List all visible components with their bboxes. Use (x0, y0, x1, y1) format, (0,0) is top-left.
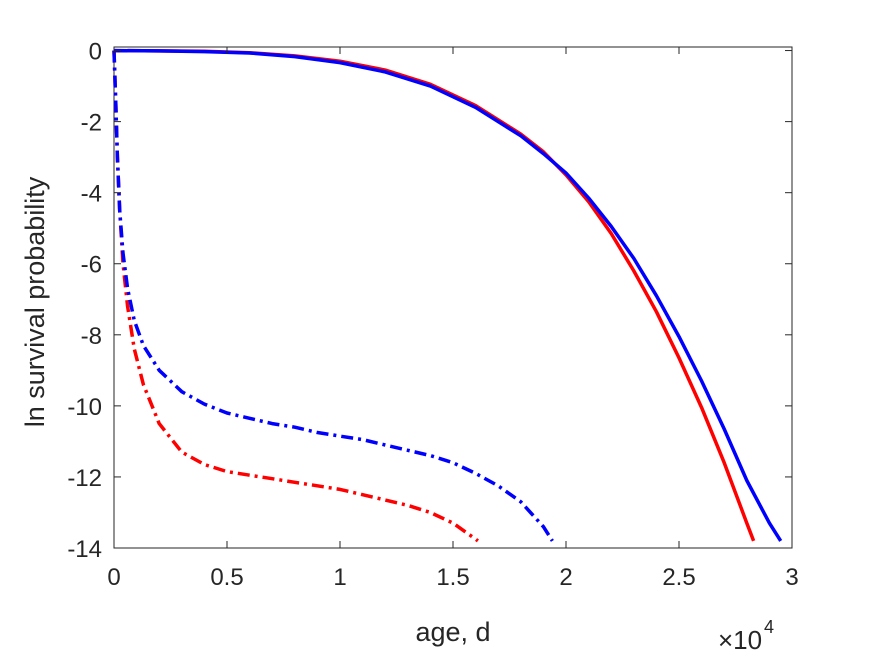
plot-area (113, 46, 793, 549)
y-tick-label: 0 (89, 39, 102, 66)
x-tick-label: 1.5 (436, 564, 469, 591)
tick-layer: 0 0.5 1 1.5 2 2.5 3 0 -2 -4 -6 -8 -10 -12 -14 (67, 39, 798, 591)
x-tick-label: 0.5 (210, 564, 243, 591)
y-tick-label: -12 (67, 465, 102, 492)
x-multiplier-exponent: 4 (764, 617, 774, 637)
y-tick-label: -6 (81, 252, 102, 279)
x-tick-label: 2 (559, 564, 572, 591)
x-tick-label: 2.5 (662, 564, 695, 591)
series-line-2 (113, 48, 783, 542)
y-tick-label: -4 (81, 181, 102, 208)
y-tick-label: -10 (67, 394, 102, 421)
y-tick-label: -2 (81, 110, 102, 137)
x-tick-label: 0 (107, 564, 120, 591)
y-tick-label: -8 (81, 323, 102, 350)
y-tick-label: -14 (67, 536, 102, 563)
y-axis-label: ln survival probability (20, 176, 50, 427)
series-line-4 (112, 50, 554, 542)
x-multiplier-label: ×10 (718, 625, 762, 655)
x-axis-label: age, d (415, 617, 490, 647)
x-tick-label: 3 (785, 564, 798, 591)
series-layer (112, 48, 783, 543)
x-tick-label: 1 (333, 564, 346, 591)
